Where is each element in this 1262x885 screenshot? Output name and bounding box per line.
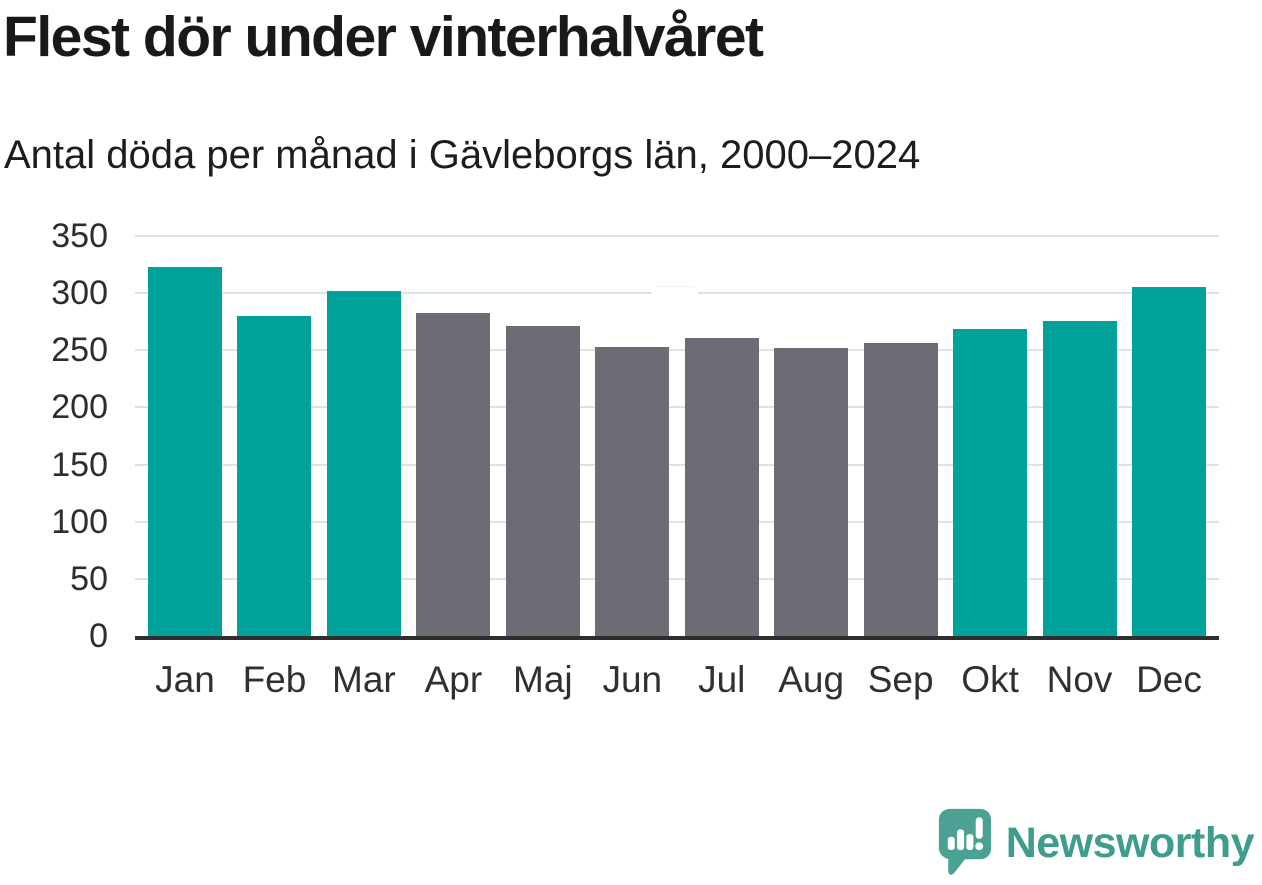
x-tick-label-okt: Okt bbox=[961, 659, 1019, 700]
newsworthy-logo-icon bbox=[938, 808, 991, 875]
x-tick-label-feb: Feb bbox=[242, 659, 307, 700]
gridline-100 bbox=[135, 520, 1219, 523]
x-tick-label-jul: Jul bbox=[698, 659, 746, 700]
y-tick-label-50: 50 bbox=[70, 559, 108, 598]
x-tick-label-mar: Mar bbox=[332, 659, 396, 700]
bar-okt bbox=[953, 328, 1028, 636]
bar-sep bbox=[863, 343, 938, 636]
plot-area bbox=[135, 235, 1219, 640]
logo-bar-small bbox=[947, 836, 955, 850]
x-tick-label-dec: Dec bbox=[1136, 659, 1202, 700]
y-tick-label-100: 100 bbox=[51, 502, 108, 541]
bar-dec bbox=[1131, 287, 1206, 636]
bar-jul bbox=[684, 337, 759, 636]
bar-aug bbox=[774, 348, 849, 636]
logo-bar-mid bbox=[966, 834, 974, 850]
y-tick-label-200: 200 bbox=[51, 388, 108, 427]
y-tick-label-350: 350 bbox=[51, 217, 108, 255]
y-tick-label-300: 300 bbox=[51, 274, 108, 313]
bar-apr bbox=[416, 312, 491, 636]
bar-mar bbox=[326, 290, 401, 636]
x-axis: Jan Feb Mar Apr Maj Jun Jul Aug Sep Okt Nov Dec bbox=[135, 658, 1219, 702]
x-tick-label-jan: Jan bbox=[155, 659, 215, 700]
bar-feb bbox=[237, 316, 312, 636]
gridline-250 bbox=[135, 349, 1219, 352]
newsworthy-logo: Newsworthy bbox=[937, 807, 1255, 878]
x-tick-label-aug: Aug bbox=[778, 659, 845, 700]
logo-exclamation-dot bbox=[974, 842, 983, 851]
y-tick-label-0: 0 bbox=[89, 617, 108, 655]
newsworthy-logo-text: Newsworthy bbox=[1005, 818, 1255, 867]
bar-maj bbox=[505, 326, 580, 636]
y-tick-label-250: 250 bbox=[51, 331, 108, 370]
x-tick-label-sep: Sep bbox=[867, 659, 934, 700]
chart-subtitle: Antal döda per månad i Gävleborgs län, 2… bbox=[4, 133, 921, 177]
bar-jan bbox=[148, 266, 222, 636]
chart-title: Flest dör under vinterhalvåret bbox=[3, 5, 764, 69]
y-tick-label-150: 150 bbox=[51, 445, 108, 484]
x-tick-label-jun: Jun bbox=[602, 659, 663, 700]
gridline-150 bbox=[135, 463, 1219, 466]
logo-exclamation-bar bbox=[975, 817, 983, 839]
bar-chart: Jan Feb Mar Apr Maj Jun Jul Aug Sep Okt Nov Dec 0 50… bbox=[0, 219, 1262, 702]
bar-jun bbox=[595, 346, 670, 636]
gridline-50 bbox=[135, 577, 1219, 580]
gridline-200 bbox=[135, 406, 1219, 409]
bar-nov bbox=[1042, 320, 1117, 636]
chart-card: Flest dör under vinterhalvåret Antal död… bbox=[0, 6, 1262, 885]
x-tick-label-maj: Maj bbox=[513, 659, 573, 700]
x-tick-label-apr: Apr bbox=[424, 659, 483, 700]
x-tick-label-nov: Nov bbox=[1046, 659, 1113, 700]
gridline-artifact bbox=[652, 286, 698, 300]
logo-bar-tall bbox=[956, 829, 964, 850]
gridline-350 bbox=[135, 235, 1219, 237]
